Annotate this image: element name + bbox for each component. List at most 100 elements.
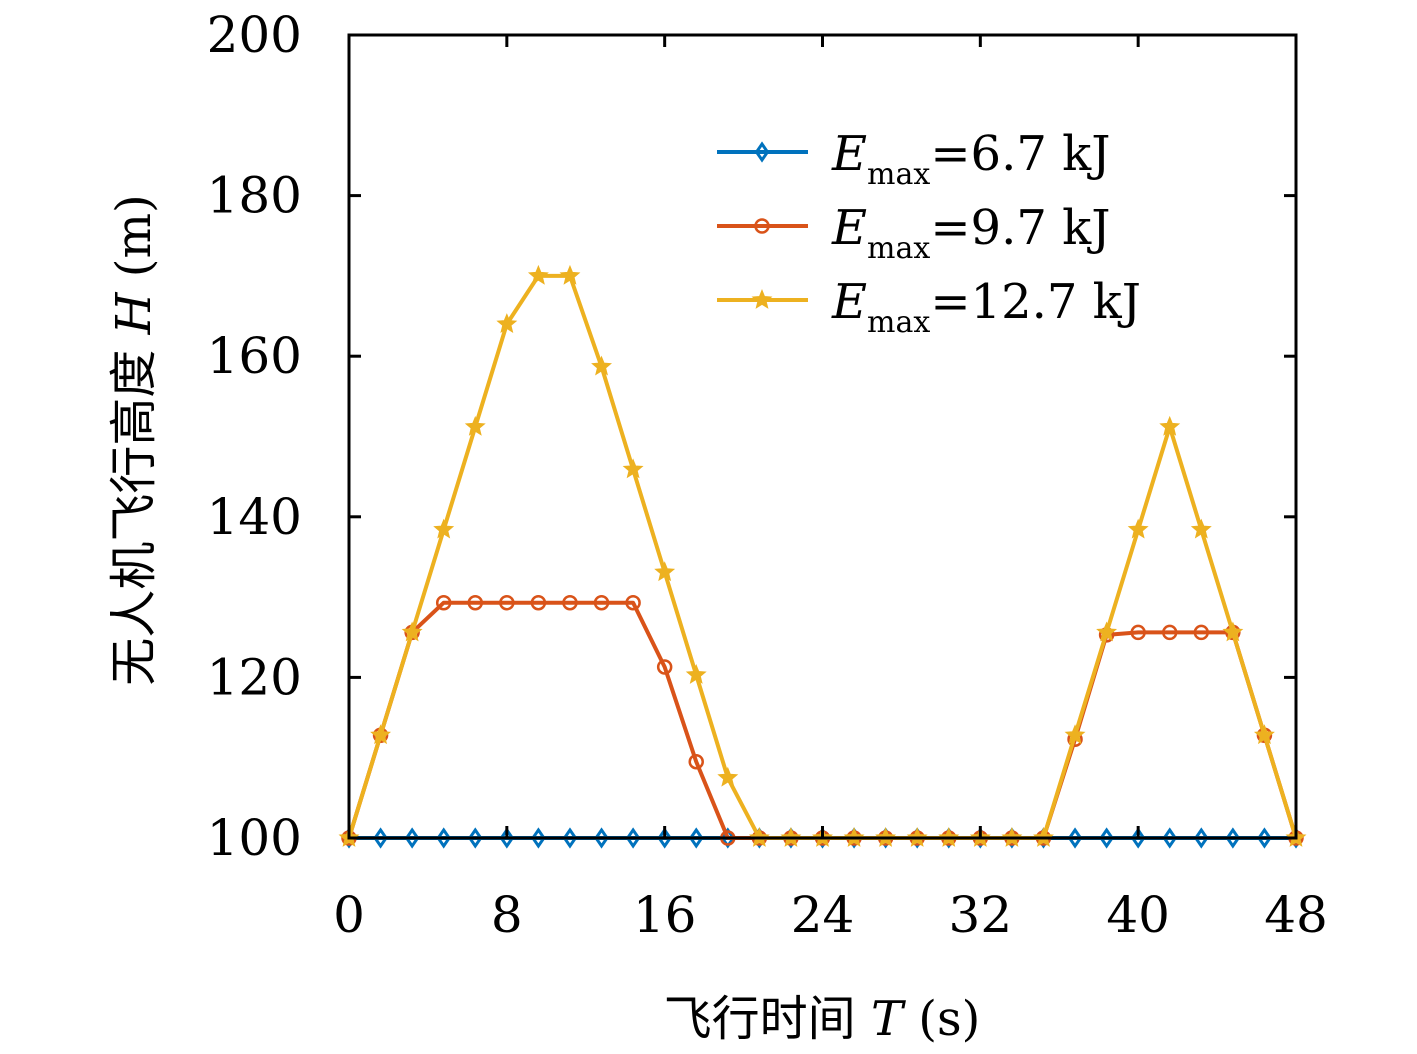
y-tick-label: 100 — [207, 809, 302, 867]
data-point — [527, 264, 549, 285]
x-tick-label: 40 — [1106, 886, 1170, 944]
y-axis-label-variable: H — [106, 291, 162, 335]
series-line-3 — [347, 273, 1298, 840]
data-point — [654, 561, 676, 582]
data-point — [1064, 724, 1086, 745]
axis-ticks: 0 8 16 24 32 40 48 100 120 140 160 180 200 — [207, 6, 1328, 944]
data-point — [1193, 827, 1209, 849]
data-point — [562, 594, 578, 611]
data-point — [1159, 415, 1181, 436]
data-point — [467, 827, 483, 849]
y-tick-label: 200 — [207, 6, 302, 64]
legend-sub-1: max — [867, 157, 930, 192]
data-point — [720, 827, 736, 849]
legend-entry-1: Emax=6.7 kJ — [717, 126, 1110, 192]
data-point — [530, 594, 547, 611]
legend: Emax=6.7 kJ Emax=9.7 kJ Emax=12.7 kJ — [717, 126, 1141, 340]
data-point — [688, 827, 704, 849]
y-tick-label: 120 — [207, 648, 302, 706]
plot-frame — [347, 33, 1298, 840]
data-point — [370, 724, 392, 745]
legend-marker-3 — [751, 289, 773, 309]
x-tick-label: 32 — [949, 886, 1013, 944]
y-tick-label: 160 — [207, 327, 302, 385]
legend-entry-2: Emax=9.7 kJ — [717, 200, 1110, 266]
legend-marker-symbol — [751, 289, 773, 309]
y-tick-label: 140 — [207, 488, 302, 546]
data-point — [464, 415, 486, 436]
y-axis-label: 无人机飞行高度 H (m) — [106, 194, 162, 685]
data-point — [1096, 621, 1118, 642]
data-point — [622, 458, 644, 479]
x-axis-label-unit: (s) — [918, 991, 980, 1047]
data-point — [467, 594, 484, 611]
data-point — [593, 594, 610, 611]
data-point — [591, 355, 612, 376]
data-point — [1130, 827, 1146, 849]
legend-label-1: Emax=6.7 kJ — [831, 126, 1110, 192]
y-tick-label: 180 — [207, 167, 302, 225]
data-point — [1067, 827, 1083, 849]
legend-value-2: =9.7 kJ — [930, 200, 1110, 256]
data-point — [1161, 624, 1178, 641]
legend-value-1: =6.7 kJ — [930, 126, 1110, 182]
data-point — [436, 827, 452, 849]
data-point — [435, 594, 452, 611]
legend-var-3: E — [831, 274, 867, 330]
data-point — [496, 313, 518, 333]
legend-label-3: Emax=12.7 kJ — [831, 274, 1141, 340]
x-axis-label: 飞行时间 T (s) — [664, 991, 981, 1047]
data-point — [433, 518, 455, 539]
data-point — [1162, 827, 1178, 849]
data-point — [1222, 621, 1244, 642]
x-tick-label: 48 — [1264, 886, 1328, 944]
y-axis-label-text: 无人机飞行高度 — [106, 350, 162, 686]
data-point — [531, 827, 546, 849]
data-point — [499, 594, 515, 611]
legend-sub-3: max — [867, 305, 930, 340]
legend-var-2: E — [831, 200, 867, 256]
data-point — [685, 664, 707, 684]
data-point — [688, 753, 704, 770]
legend-label-2: Emax=9.7 kJ — [831, 200, 1110, 266]
legend-marker-symbol — [754, 218, 770, 234]
legend-marker-2 — [754, 218, 770, 234]
data-point — [562, 827, 578, 849]
data-point — [499, 827, 515, 849]
legend-value-3: =12.7 kJ — [930, 274, 1141, 330]
data-point — [559, 264, 581, 285]
x-tick-label: 0 — [333, 886, 365, 944]
series-2 — [341, 594, 1304, 846]
legend-marker-symbol — [754, 141, 770, 163]
data-point — [404, 827, 420, 849]
data-point — [625, 594, 641, 611]
data-point — [401, 621, 423, 642]
data-point — [1193, 624, 1210, 641]
data-point — [594, 827, 609, 849]
legend-entry-3: Emax=12.7 kJ — [717, 274, 1141, 340]
data-point — [1253, 724, 1275, 745]
data-point — [717, 766, 739, 787]
data-point — [656, 659, 673, 675]
data-point — [657, 827, 672, 849]
data-point — [1225, 827, 1241, 849]
data-point — [625, 827, 641, 849]
legend-var-1: E — [831, 126, 867, 182]
x-tick-label: 8 — [491, 886, 523, 944]
series-line-2 — [347, 600, 1298, 840]
series-3 — [338, 264, 1307, 847]
x-tick-label: 24 — [791, 886, 855, 944]
data-point — [373, 827, 388, 849]
data-point — [1130, 624, 1146, 641]
data-point — [1099, 827, 1114, 849]
data-point — [1190, 518, 1212, 539]
data-point — [1127, 518, 1149, 539]
x-tick-label: 16 — [633, 886, 697, 944]
legend-marker-1 — [754, 141, 770, 163]
x-axis-label-variable: T — [871, 991, 906, 1047]
data-point — [1257, 827, 1272, 849]
plot-area — [338, 264, 1307, 849]
legend-sub-2: max — [867, 231, 930, 266]
x-axis-label-text: 飞行时间 — [664, 991, 856, 1047]
